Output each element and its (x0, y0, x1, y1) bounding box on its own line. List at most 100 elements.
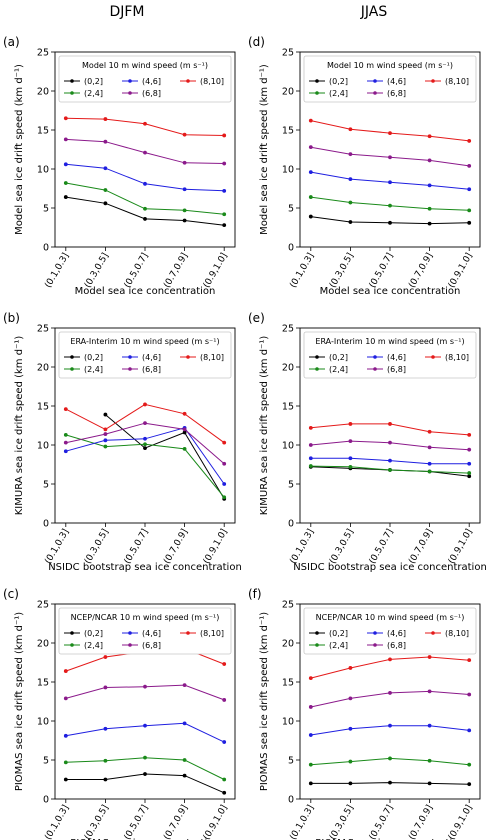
data-point (63, 440, 68, 445)
chart-panels: (a) 0 5 10 15 20 25 (0.1,0.3] (0.3,0.5] (0.5,0.7]… (3, 35, 487, 840)
data-point (467, 471, 472, 475)
legend-box (58, 331, 232, 379)
data-point (103, 655, 108, 659)
data-point (348, 127, 353, 132)
panel-label: (d) (248, 35, 265, 49)
legend-swatch-marker (128, 367, 132, 371)
data-point (467, 447, 472, 452)
legend-entry: (0,2] (329, 353, 348, 362)
legend-entry: (8,10] (445, 629, 469, 638)
x-axis-label: Model sea ice concentration (75, 286, 216, 297)
data-point (467, 474, 472, 479)
data-point (182, 427, 187, 432)
data-point (348, 177, 353, 182)
legend-swatch-marker (70, 631, 74, 635)
y-tick-label: 15 (282, 402, 294, 413)
y-tick-label: 25 (282, 48, 294, 59)
legend-swatch-marker (315, 643, 319, 647)
x-tick-label: (0.1,0.3] (43, 252, 71, 290)
x-tick-label: (0.5,0.7] (368, 252, 396, 290)
legend-entry: (2,4] (329, 89, 348, 98)
legend-swatch-marker (373, 631, 377, 635)
legend-entry: (4,6] (387, 629, 406, 638)
data-point (308, 781, 313, 786)
data-point (427, 183, 432, 188)
data-point (182, 187, 187, 192)
data-point (388, 756, 392, 761)
chart-panel: (e) 0 5 10 15 20 25 (0.1,0.3] (0.3,0.5] (0.5,0.7]… (248, 311, 487, 573)
legend-title: NCEP/NCAR 10 m wind speed (m s⁻¹) (316, 613, 465, 622)
legend-entry: (4,6] (142, 353, 161, 362)
legend-entry: (4,6] (142, 629, 161, 638)
data-point (63, 116, 68, 121)
data-point (427, 158, 432, 163)
x-tick-label: (0.1,0.3] (288, 252, 316, 290)
data-point (182, 773, 187, 778)
legend-swatch-marker (128, 79, 132, 83)
data-point (467, 220, 472, 225)
data-point (427, 461, 432, 466)
y-tick-label: 10 (282, 717, 294, 728)
panel-label: (a) (3, 35, 20, 49)
data-point (467, 728, 472, 733)
legend-swatch-marker (315, 631, 319, 635)
legend-entry: (0,2] (84, 629, 103, 638)
data-point (143, 723, 147, 728)
chart-panel: (d) 0 5 10 15 20 25 (0.1,0.3] (0.3,0.5] (0.5,0.7]… (248, 35, 481, 297)
y-tick-label: 10 (282, 165, 294, 176)
legend-swatch-marker (128, 631, 132, 635)
y-tick-label: 5 (288, 204, 294, 215)
x-tick-label: (0.5,0.7] (123, 804, 151, 840)
series-line (65, 757, 225, 780)
legend-swatch-marker (373, 355, 377, 359)
y-tick-label: 15 (37, 126, 49, 137)
data-point (63, 449, 68, 454)
legend-swatch-marker (70, 79, 74, 83)
y-axis-label: Model sea ice drift speed (km d⁻¹) (14, 64, 25, 235)
data-point (63, 137, 68, 142)
panel-label: (c) (3, 587, 19, 601)
column-title-left: DJFM (109, 4, 144, 20)
data-point (222, 662, 227, 666)
legend-entry: (8,10] (445, 77, 469, 86)
data-point (467, 208, 472, 213)
chart-panel: (b) 0 5 10 15 20 25 (0.1,0.3] (0.3,0.5] (0.5,0.7]… (3, 311, 242, 573)
data-point (427, 758, 432, 763)
data-point (63, 181, 68, 185)
data-point (427, 221, 432, 226)
legend-title: ERA-Interim 10 m wind speed (m s⁻¹) (70, 337, 219, 346)
data-point (103, 117, 108, 121)
data-point (348, 759, 353, 764)
data-point (182, 132, 187, 137)
legend-title: Model 10 m wind speed (m s⁻¹) (327, 61, 453, 70)
data-point (63, 733, 68, 738)
y-tick-label: 25 (37, 600, 49, 611)
data-point (222, 790, 227, 795)
data-point (103, 412, 108, 417)
y-tick-label: 10 (37, 717, 49, 728)
data-point (308, 425, 313, 430)
data-point (467, 782, 472, 787)
legend-swatch-marker (315, 79, 319, 83)
data-point (222, 133, 227, 138)
data-point (182, 160, 187, 165)
data-point (143, 421, 147, 426)
data-point (103, 201, 108, 206)
y-tick-label: 0 (43, 519, 49, 530)
data-point (143, 206, 147, 211)
legend-swatch-marker (186, 79, 190, 83)
data-point (222, 461, 227, 466)
y-tick-label: 0 (43, 795, 49, 806)
chart-panel: (a) 0 5 10 15 20 25 (0.1,0.3] (0.3,0.5] (0.5,0.7]… (3, 35, 236, 297)
legend-swatch-marker (128, 355, 132, 359)
y-tick-label: 20 (37, 639, 49, 650)
y-tick-label: 5 (43, 756, 49, 767)
data-point (308, 443, 313, 447)
data-point (143, 684, 147, 689)
data-point (388, 131, 392, 136)
data-point (222, 740, 227, 744)
data-point (388, 458, 392, 463)
x-tick-label: (0.5,0.7] (123, 252, 151, 290)
legend-entry: (8,10] (200, 629, 224, 638)
